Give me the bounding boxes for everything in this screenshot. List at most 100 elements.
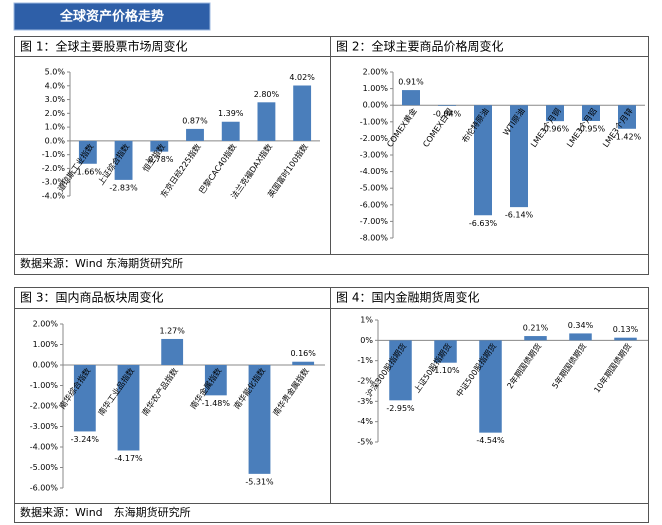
bar — [524, 336, 547, 341]
bar — [161, 338, 184, 365]
y-tick-label: -6.00% — [30, 484, 59, 493]
y-tick-label: 1.00% — [33, 340, 59, 349]
y-tick-label: -3.00% — [30, 422, 59, 431]
y-tick-label: 5.0% — [45, 68, 66, 77]
chart-title: 图 2：全球主要商品价格周变化 — [336, 39, 503, 54]
frames — [14, 36, 649, 523]
value-label: 0.21% — [523, 324, 549, 333]
value-label: -5.31% — [245, 477, 274, 486]
y-tick-label: -3.0% — [42, 178, 66, 187]
value-label: 0.91% — [398, 78, 424, 87]
bar — [618, 105, 636, 129]
bar — [248, 365, 271, 474]
bar — [402, 90, 420, 106]
y-tick-label: -5% — [357, 438, 373, 447]
y-tick-label: 3.0% — [45, 95, 66, 104]
x-tick-label: 巴黎CAC40指数 — [197, 142, 239, 196]
y-tick-label: -3% — [357, 397, 373, 406]
y-tick-label: -2.00% — [360, 134, 389, 143]
bar — [293, 85, 312, 141]
value-label: 1.39% — [218, 109, 244, 118]
y-tick-label: 2.00% — [33, 320, 59, 329]
bar — [438, 105, 456, 106]
y-tick-label: 0.0% — [45, 136, 66, 145]
bar — [474, 105, 492, 216]
y-tick-label: 0% — [360, 336, 373, 345]
y-tick-label: 4.0% — [45, 81, 66, 90]
bar — [569, 333, 592, 341]
bar — [257, 102, 276, 141]
y-tick-label: 2.00% — [363, 68, 389, 77]
y-tick-label: -5.00% — [30, 463, 59, 472]
header-box — [13, 2, 211, 31]
value-label: -4.54% — [476, 436, 505, 445]
y-tick-label: -2.0% — [42, 164, 66, 173]
bar — [582, 105, 600, 121]
value-label: 0.13% — [613, 325, 639, 334]
y-tick-label: -1.00% — [360, 117, 389, 126]
bar — [292, 361, 315, 365]
value-label: -6.14% — [505, 211, 534, 220]
value-label: -4.17% — [114, 454, 143, 463]
y-tick-label: -8.00% — [360, 234, 389, 243]
y-tick-label: -4.00% — [30, 443, 59, 452]
value-label: 4.02% — [289, 73, 315, 82]
y-tick-label: 1.0% — [45, 123, 66, 132]
bar — [204, 365, 227, 396]
x-tick-label: 2年期国债期货 — [505, 341, 544, 390]
value-label: 0.16% — [290, 349, 316, 358]
y-tick-label: -5.00% — [360, 184, 389, 193]
y-tick-label: -6.00% — [360, 200, 389, 209]
bar — [510, 105, 528, 208]
y-tick-label: -1.0% — [42, 150, 66, 159]
y-tick-label: 1% — [360, 316, 373, 325]
y-tick-label: -4.00% — [360, 167, 389, 176]
bar — [221, 121, 240, 141]
value-label: -1.66% — [74, 167, 103, 176]
value-label: -1.48% — [202, 399, 231, 408]
value-label: -1.42% — [613, 132, 642, 141]
y-tick-label: -1.00% — [30, 381, 59, 390]
value-label: 2.80% — [254, 90, 280, 99]
y-tick-label: -3.00% — [360, 151, 389, 160]
bar — [114, 140, 133, 180]
header-title: 全球资产价格走势 — [59, 9, 164, 25]
value-label: -0.04% — [433, 109, 462, 118]
value-label: 1.27% — [159, 326, 185, 335]
bar — [389, 340, 412, 401]
y-tick-label: -2% — [357, 377, 373, 386]
bar — [150, 140, 169, 152]
value-label: -2.83% — [109, 183, 138, 192]
bar — [117, 365, 140, 451]
value-label: -0.96% — [541, 125, 570, 134]
value-label: -2.95% — [386, 404, 415, 413]
y-tick-label: 1.00% — [363, 84, 389, 93]
y-tick-label: -4% — [357, 417, 373, 426]
bar — [434, 340, 457, 363]
y-tick-label: 2.0% — [45, 109, 66, 118]
x-tick-label: 5年期国债期货 — [550, 341, 589, 390]
y-tick-label: -7.00% — [360, 217, 389, 226]
chart-title: 图 3：国内商品板块周变化 — [20, 290, 163, 305]
bar — [73, 365, 96, 432]
x-tick-label: 南华贵金属指数 — [271, 366, 311, 418]
chart-title: 图 1：全球主要股票市场周变化 — [20, 39, 187, 54]
y-tick-label: 0.00% — [33, 361, 59, 370]
bar — [479, 340, 502, 433]
source: 数据来源：Wind 东海期货研究所 — [20, 256, 183, 270]
value-label: -1.10% — [431, 366, 460, 375]
chart-title: 图 4：国内金融期货周变化 — [336, 290, 479, 305]
bar — [186, 128, 204, 141]
bar — [78, 140, 97, 164]
value-label: -0.78% — [145, 155, 174, 164]
value-label: -6.63% — [469, 219, 498, 228]
y-tick-label: 0.00% — [363, 101, 389, 110]
value-label: 0.87% — [182, 116, 208, 125]
x-tick-label: 南华农产品指数 — [140, 366, 180, 418]
value-label: -3.24% — [71, 435, 100, 444]
y-tick-label: -2.00% — [30, 402, 59, 411]
y-tick-label: -4.0% — [42, 192, 66, 201]
value-label: 0.34% — [568, 321, 594, 330]
source: 数据来源：Wind 东海期货研究所 — [20, 505, 191, 519]
